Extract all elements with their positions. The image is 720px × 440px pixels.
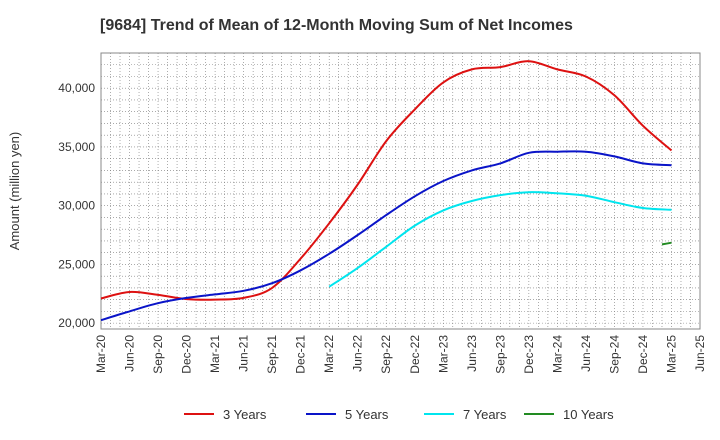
- y-tick-label: 20,000: [58, 316, 95, 330]
- y-tick-label: 35,000: [58, 140, 95, 154]
- x-tick-label: Jun-25: [693, 335, 707, 372]
- chart-title: [9684] Trend of Mean of 12-Month Moving …: [100, 17, 573, 34]
- x-tick-label: Mar-21: [208, 335, 222, 373]
- x-tick-label: Sep-22: [379, 335, 393, 374]
- x-tick-label: Mar-20: [94, 335, 108, 373]
- x-tick-label: Mar-24: [550, 335, 564, 373]
- x-tick-label: Jun-24: [579, 335, 593, 372]
- x-tick-label: Mar-23: [436, 335, 450, 373]
- series-line-5-years: [100, 150, 672, 322]
- x-tick-label: Mar-25: [664, 335, 678, 373]
- x-tick-label: Jun-21: [237, 335, 251, 372]
- y-tick-label: 30,000: [58, 199, 95, 213]
- series-lines: [100, 60, 673, 322]
- x-tick-label: Dec-22: [408, 335, 422, 374]
- series-line-3-years: [100, 60, 673, 301]
- plot-area-frame: [100, 52, 701, 330]
- x-tick-label: Mar-22: [322, 335, 336, 373]
- y-tick-label: 25,000: [58, 257, 95, 271]
- x-axis: Mar-20 Jun-20 Sep-20 Dec-20 Mar-21 Jun-21 Sep-…: [94, 335, 707, 374]
- series-line-7-years: [328, 191, 672, 288]
- x-tick-label: Sep-24: [607, 335, 621, 374]
- series-line-10-years: [661, 241, 672, 246]
- legend-label-5-years: 5 Years: [345, 407, 389, 422]
- legend: 3 Years 5 Years 7 Years 10 Years: [184, 407, 614, 422]
- x-tick-label: Jun-23: [465, 335, 479, 372]
- y-tick-label: 40,000: [58, 81, 95, 95]
- legend-label-3-years: 3 Years: [223, 407, 267, 422]
- legend-label-10-years: 10 Years: [563, 407, 614, 422]
- x-tick-label: Sep-20: [151, 335, 165, 374]
- x-tick-label: Dec-23: [522, 335, 536, 374]
- x-tick-label: Dec-24: [636, 335, 650, 374]
- x-tick-label: Dec-21: [294, 335, 308, 374]
- x-tick-label: Sep-23: [493, 335, 507, 374]
- x-tick-label: Dec-20: [180, 335, 194, 374]
- legend-label-7-years: 7 Years: [463, 407, 507, 422]
- gridlines: [101, 52, 700, 329]
- x-tick-label: Jun-20: [123, 335, 137, 372]
- x-tick-label: Jun-22: [351, 335, 365, 372]
- y-axis: 20,000 25,000 30,000 35,000 40,000: [58, 81, 95, 330]
- y-axis-label: Amount (million yen): [7, 132, 22, 251]
- x-tick-label: Sep-21: [265, 335, 279, 374]
